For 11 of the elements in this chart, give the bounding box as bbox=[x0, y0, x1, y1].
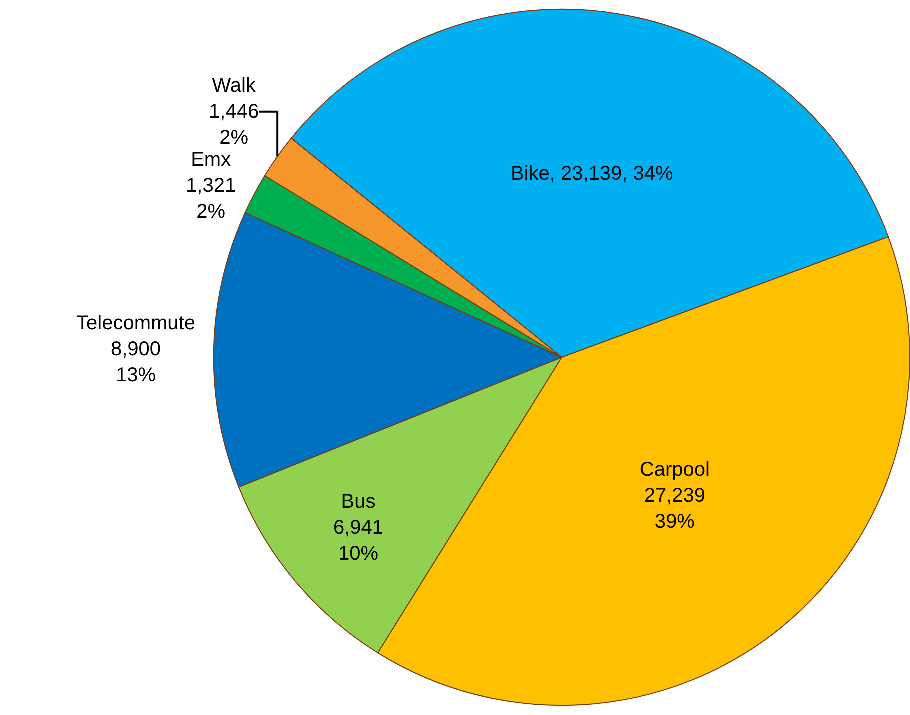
slice-label: Telecommute bbox=[76, 312, 196, 334]
data-label: 27,239 39% bbox=[644, 485, 706, 534]
slice-label: Bus bbox=[341, 491, 376, 514]
data-label: 1,446 2% bbox=[209, 100, 260, 149]
data-label: 8,900 13% bbox=[110, 338, 162, 386]
slice-label: Carpool bbox=[640, 459, 710, 482]
slice-label: Walk bbox=[212, 74, 257, 97]
slice-label: Bike, 23,139, 34% bbox=[510, 162, 674, 185]
data-label: 6,941 10% bbox=[333, 517, 384, 566]
data-label: 1,321 2% bbox=[186, 174, 236, 223]
slice-label: Emx bbox=[191, 148, 232, 171]
